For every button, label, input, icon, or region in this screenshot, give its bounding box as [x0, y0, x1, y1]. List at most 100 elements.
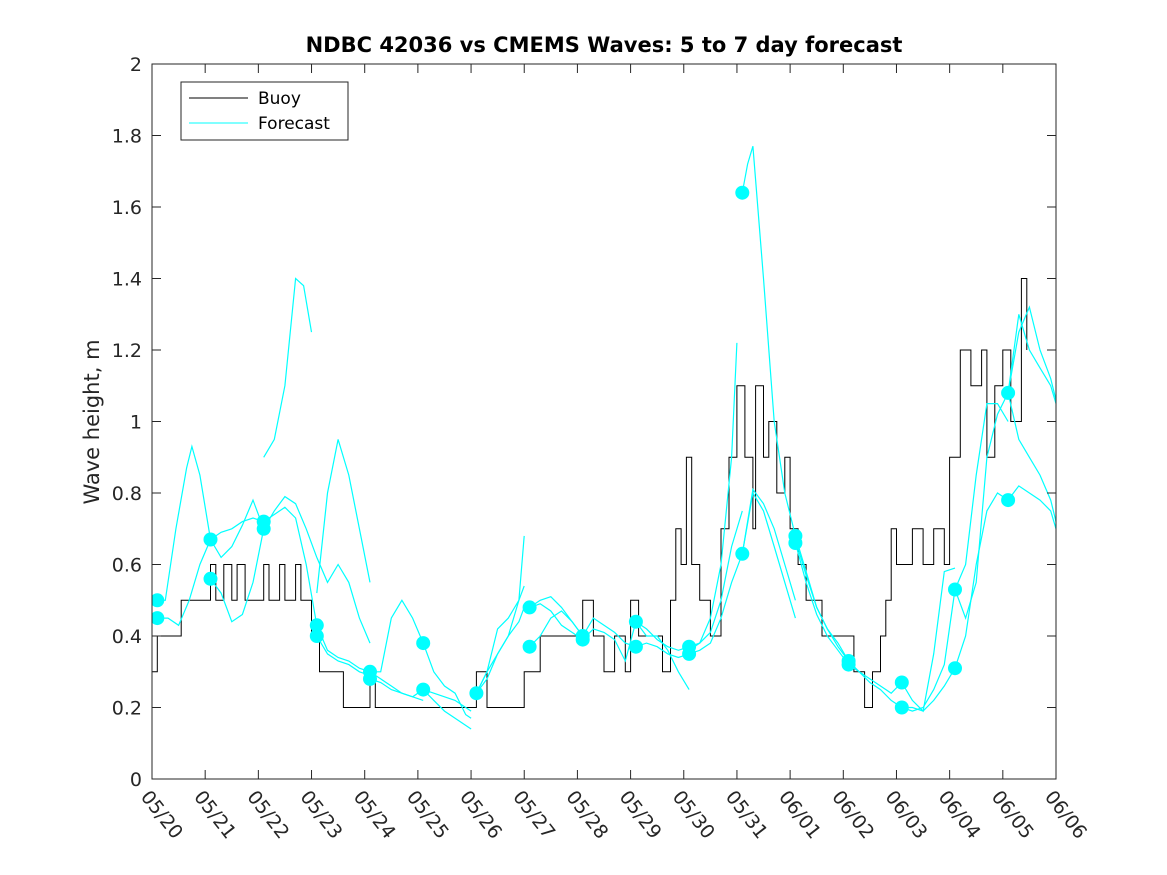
forecast-marker [309, 629, 324, 643]
y-tick-label: 1.6 [112, 197, 142, 219]
chart-title: NDBC 42036 vs CMEMS Waves: 5 to 7 day fo… [306, 33, 903, 57]
forecast-run-line [263, 506, 318, 626]
forecast-marker [735, 546, 750, 561]
forecast-run-line [741, 491, 796, 619]
forecast-run-line [529, 603, 584, 641]
x-tick-label: 05/22 [242, 787, 293, 844]
forecast-marker [203, 532, 218, 547]
forecast-marker [1001, 385, 1016, 400]
forecast-marker [152, 611, 165, 626]
forecast-run-line [369, 678, 424, 698]
forecast-run-line [635, 642, 690, 659]
forecast-run-line [263, 495, 318, 558]
x-tick-label: 05/31 [721, 787, 772, 844]
forecast-marker [682, 646, 697, 661]
y-axis-label: Wave height, m [80, 339, 104, 504]
forecast-marker [841, 657, 856, 672]
forecast-run-line [848, 660, 903, 694]
legend: Buoy Forecast [180, 81, 349, 141]
x-tick-label: 06/04 [934, 787, 985, 844]
forecast-run-line [423, 689, 472, 712]
forecast-run-line [422, 689, 472, 730]
forecast-marker [575, 632, 590, 647]
forecast-marker [203, 571, 218, 586]
forecast-marker [948, 582, 962, 597]
y-tick-label: 2 [130, 54, 142, 76]
forecast-marker [256, 521, 271, 536]
forecast-run-line [954, 492, 1009, 669]
legend-label-buoy: Buoy [258, 89, 301, 109]
forecast-run-line [316, 625, 371, 673]
y-tick-label: 0.6 [112, 555, 142, 577]
x-tick-label: 06/02 [827, 787, 878, 844]
x-tick-label: 06/03 [881, 787, 932, 844]
forecast-marker [416, 636, 431, 651]
y-tick-label: 1.8 [112, 126, 142, 148]
forecast-marker [469, 686, 484, 701]
forecast-run-line [688, 553, 743, 655]
x-tick-label: 05/27 [508, 787, 559, 844]
x-tick-label: 05/25 [402, 787, 453, 844]
x-tick-label: 05/30 [668, 787, 719, 844]
legend-box [180, 81, 349, 141]
forecast-run-line [741, 487, 796, 601]
forecast-run-line [954, 392, 1009, 620]
forecast-run-line [316, 557, 371, 644]
x-tick-label: 05/24 [349, 787, 400, 844]
x-tick-label: 05/26 [455, 787, 506, 844]
forecast-marker [628, 614, 643, 629]
x-tick-label: 06/01 [774, 787, 825, 844]
legend-label-forecast: Forecast [258, 114, 330, 134]
x-tick-label: 05/29 [615, 787, 666, 844]
forecast-run-line [263, 277, 313, 458]
forecast-run-line [369, 671, 424, 701]
forecast-run-line [316, 439, 371, 594]
forecast-run-line [210, 528, 265, 623]
forecast-run-line [475, 607, 525, 694]
forecast-run-line [688, 510, 743, 651]
forecast-run-line [209, 498, 265, 559]
forecast-run-line [901, 667, 956, 712]
y-tick-label: 1.2 [112, 340, 142, 362]
forecast-run-line [901, 567, 956, 713]
forecast-marker [628, 639, 643, 654]
y-tick-label: 0.2 [112, 698, 142, 720]
forecast-run-line [422, 642, 472, 719]
forecast-run-line [635, 621, 690, 651]
forecast-run-line [582, 621, 637, 663]
forecast-run-line [475, 535, 525, 694]
forecast-marker [522, 600, 537, 615]
forecast-run-line [954, 403, 1009, 590]
x-tick-label: 05/21 [189, 787, 240, 844]
forecast-marker [948, 661, 962, 676]
forecast-marker [894, 700, 909, 715]
forecast-run-line [901, 589, 956, 712]
forecast-run-line [848, 664, 903, 708]
forecast-run-line [1007, 485, 1056, 529]
forecast-marker [416, 682, 431, 697]
forecast-run-line [157, 539, 212, 627]
forecast-run-line [794, 535, 850, 662]
plot-area [152, 146, 1056, 730]
forecast-run-line [1007, 392, 1056, 522]
forecast-marker [788, 536, 803, 550]
y-tick-label: 1 [130, 412, 142, 434]
forecast-run-line [370, 599, 424, 673]
y-tick-label: 0 [130, 769, 142, 791]
forecast-run-line [475, 585, 525, 694]
x-tick-label: 05/20 [136, 787, 187, 844]
forecast-run-line [157, 444, 212, 601]
forecast-marker [735, 185, 750, 200]
forecast-run-line [1007, 305, 1056, 401]
forecast-run-line [529, 610, 584, 648]
forecast-marker [363, 671, 377, 686]
forecast-run-line [529, 596, 584, 637]
forecast-run-line [316, 635, 371, 676]
forecast-marker [1001, 493, 1016, 508]
forecast-marker [152, 593, 165, 608]
x-tick-label: 05/28 [561, 787, 612, 844]
x-tick-label: 06/05 [987, 787, 1038, 844]
forecast-run-line [794, 539, 850, 662]
